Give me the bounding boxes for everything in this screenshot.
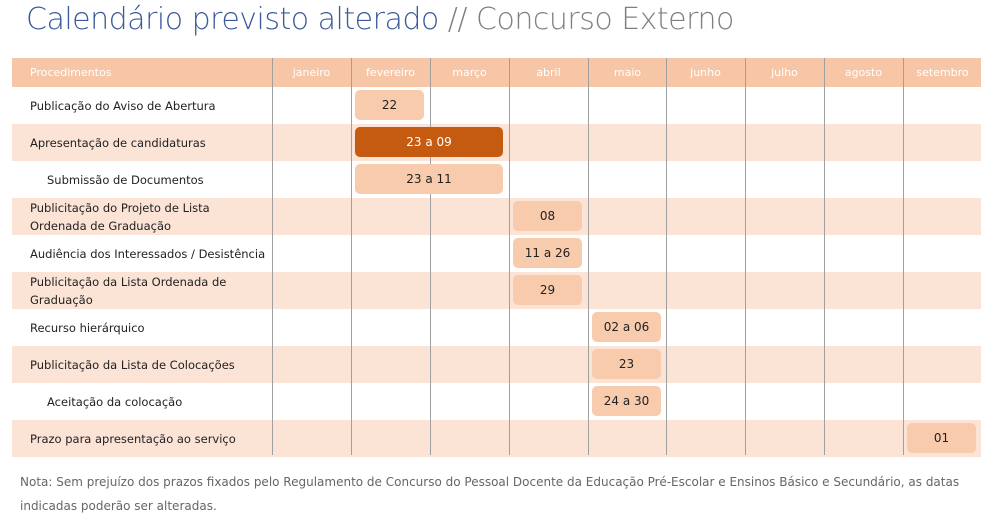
header-month: janeiro — [292, 66, 331, 79]
date-bar: 08 — [513, 201, 582, 231]
header-procedimentos: Procedimentos — [30, 66, 112, 79]
header-month: maio — [613, 66, 642, 79]
date-bar: 24 a 30 — [592, 386, 661, 416]
header-month: setembro — [916, 66, 969, 79]
table-row: Publicitação da Lista Ordenada de Gradua… — [12, 272, 981, 309]
header-month: junho — [690, 66, 721, 79]
date-bar: 11 a 26 — [513, 238, 582, 268]
header-month: julho — [771, 66, 798, 79]
column-divider — [903, 58, 904, 455]
date-bar: 22 — [355, 90, 424, 120]
date-bar: 02 a 06 — [592, 312, 661, 342]
table-row: Publicação do Aviso de Abertura — [12, 87, 981, 124]
row-label: Recurso hierárquico — [30, 320, 145, 335]
header-month: março — [452, 66, 487, 79]
row-label: Publicitação do Projeto de Lista Ordenad… — [30, 200, 210, 233]
table-header: Procedimentos janeiro fevereiro março abril… — [12, 58, 981, 87]
row-label: Submissão de Documentos — [47, 172, 204, 187]
row-label: Publicitação da Lista Ordenada de Gradua… — [30, 274, 227, 307]
date-bar: 23 a 09 — [355, 127, 503, 157]
header-month: agosto — [844, 66, 883, 79]
date-bar: 23 — [592, 349, 661, 379]
row-label: Publicação do Aviso de Abertura — [30, 98, 216, 113]
column-divider — [666, 58, 667, 455]
date-bar: 29 — [513, 275, 582, 305]
header-month: abril — [536, 66, 561, 79]
column-divider — [824, 58, 825, 455]
table-row: Publicitação da Lista de Colocações — [12, 346, 981, 383]
table-row: Prazo para apresentação ao serviço — [12, 420, 981, 457]
column-divider — [588, 58, 589, 455]
column-divider — [272, 58, 273, 455]
table-row: Publicitação do Projeto de Lista Ordenad… — [12, 198, 981, 235]
row-label: Apresentação de candidaturas — [30, 135, 206, 150]
column-divider — [509, 58, 510, 455]
title-sub: // Concurso Externo — [447, 2, 735, 37]
header-month: fevereiro — [365, 66, 416, 79]
table-row: Submissão de Documentos — [12, 161, 981, 198]
table-row: Audiência dos Interessados / Desistência — [12, 235, 981, 272]
date-bar: 01 — [907, 423, 976, 453]
date-bar: 23 a 11 — [355, 164, 503, 194]
title-main: Calendário previsto alterado — [26, 2, 439, 37]
column-divider — [745, 58, 746, 455]
row-label: Publicitação da Lista de Colocações — [30, 357, 235, 372]
page-title: Calendário previsto alterado // Concurso… — [26, 2, 734, 37]
table-row: Aceitação da colocação — [12, 383, 981, 420]
column-divider — [430, 58, 431, 455]
row-label: Aceitação da colocação — [47, 394, 183, 409]
schedule-table: Procedimentos janeiro fevereiro março abril… — [12, 58, 981, 457]
table-row: Recurso hierárquico — [12, 309, 981, 346]
footnote: Nota: Sem prejuízo dos prazos fixados pe… — [20, 475, 960, 513]
row-label: Audiência dos Interessados / Desistência — [30, 246, 266, 261]
column-divider — [351, 58, 352, 455]
row-label: Prazo para apresentação ao serviço — [30, 431, 236, 446]
